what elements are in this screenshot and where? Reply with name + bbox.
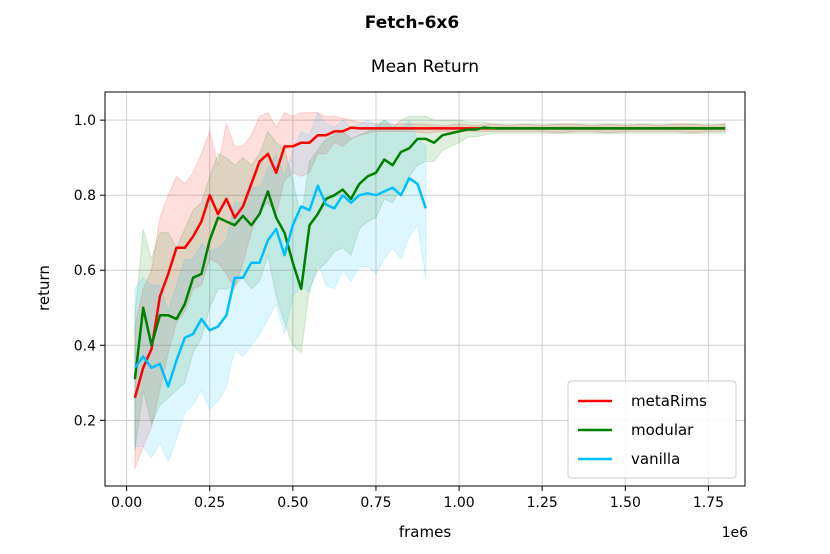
legend-label-metaRims: metaRims bbox=[631, 392, 707, 410]
x-tick-label: 1.25 bbox=[527, 495, 558, 511]
x-axis-ticks: 0.00 0.25 0.50 0.75 1.00 1.25 1.50 1.75 bbox=[111, 486, 724, 511]
plot-frame bbox=[104, 91, 746, 487]
x-tick-label: 1.00 bbox=[443, 495, 474, 511]
chart-title: Mean Return bbox=[371, 57, 479, 77]
line-modular bbox=[133, 126, 726, 380]
y-tick-label: 1.0 bbox=[74, 113, 96, 129]
x-tick-label: 0.50 bbox=[277, 495, 308, 511]
y-tick-label: 0.8 bbox=[74, 188, 96, 204]
legend: metaRims modular vanilla bbox=[567, 380, 737, 479]
line-vanilla bbox=[133, 177, 427, 388]
x-tick-label: 0.75 bbox=[360, 495, 391, 511]
x-tick-label: 0.00 bbox=[111, 495, 142, 511]
legend-label-modular: modular bbox=[631, 421, 694, 439]
x-tick-label: 1.75 bbox=[693, 495, 724, 511]
y-tick-label: 0.2 bbox=[74, 413, 96, 429]
band-metaRims bbox=[134, 111, 726, 470]
x-axis-label: frames bbox=[399, 523, 451, 541]
x-axis-scale-label: 1e6 bbox=[722, 525, 749, 541]
y-axis-label: return bbox=[35, 265, 53, 311]
y-axis-ticks: 0.2 0.4 0.6 0.8 1.0 bbox=[74, 113, 105, 429]
legend-label-vanilla: vanilla bbox=[631, 450, 680, 468]
figure-suptitle: Fetch-6x6 bbox=[365, 13, 459, 33]
legend-box bbox=[567, 380, 737, 479]
band-modular bbox=[134, 115, 726, 451]
x-tick-label: 1.50 bbox=[610, 495, 641, 511]
y-tick-label: 0.4 bbox=[74, 338, 96, 354]
y-tick-label: 0.6 bbox=[74, 263, 96, 279]
grid-lines bbox=[105, 92, 745, 486]
x-tick-label: 0.25 bbox=[194, 495, 225, 511]
series-lines bbox=[133, 126, 726, 399]
